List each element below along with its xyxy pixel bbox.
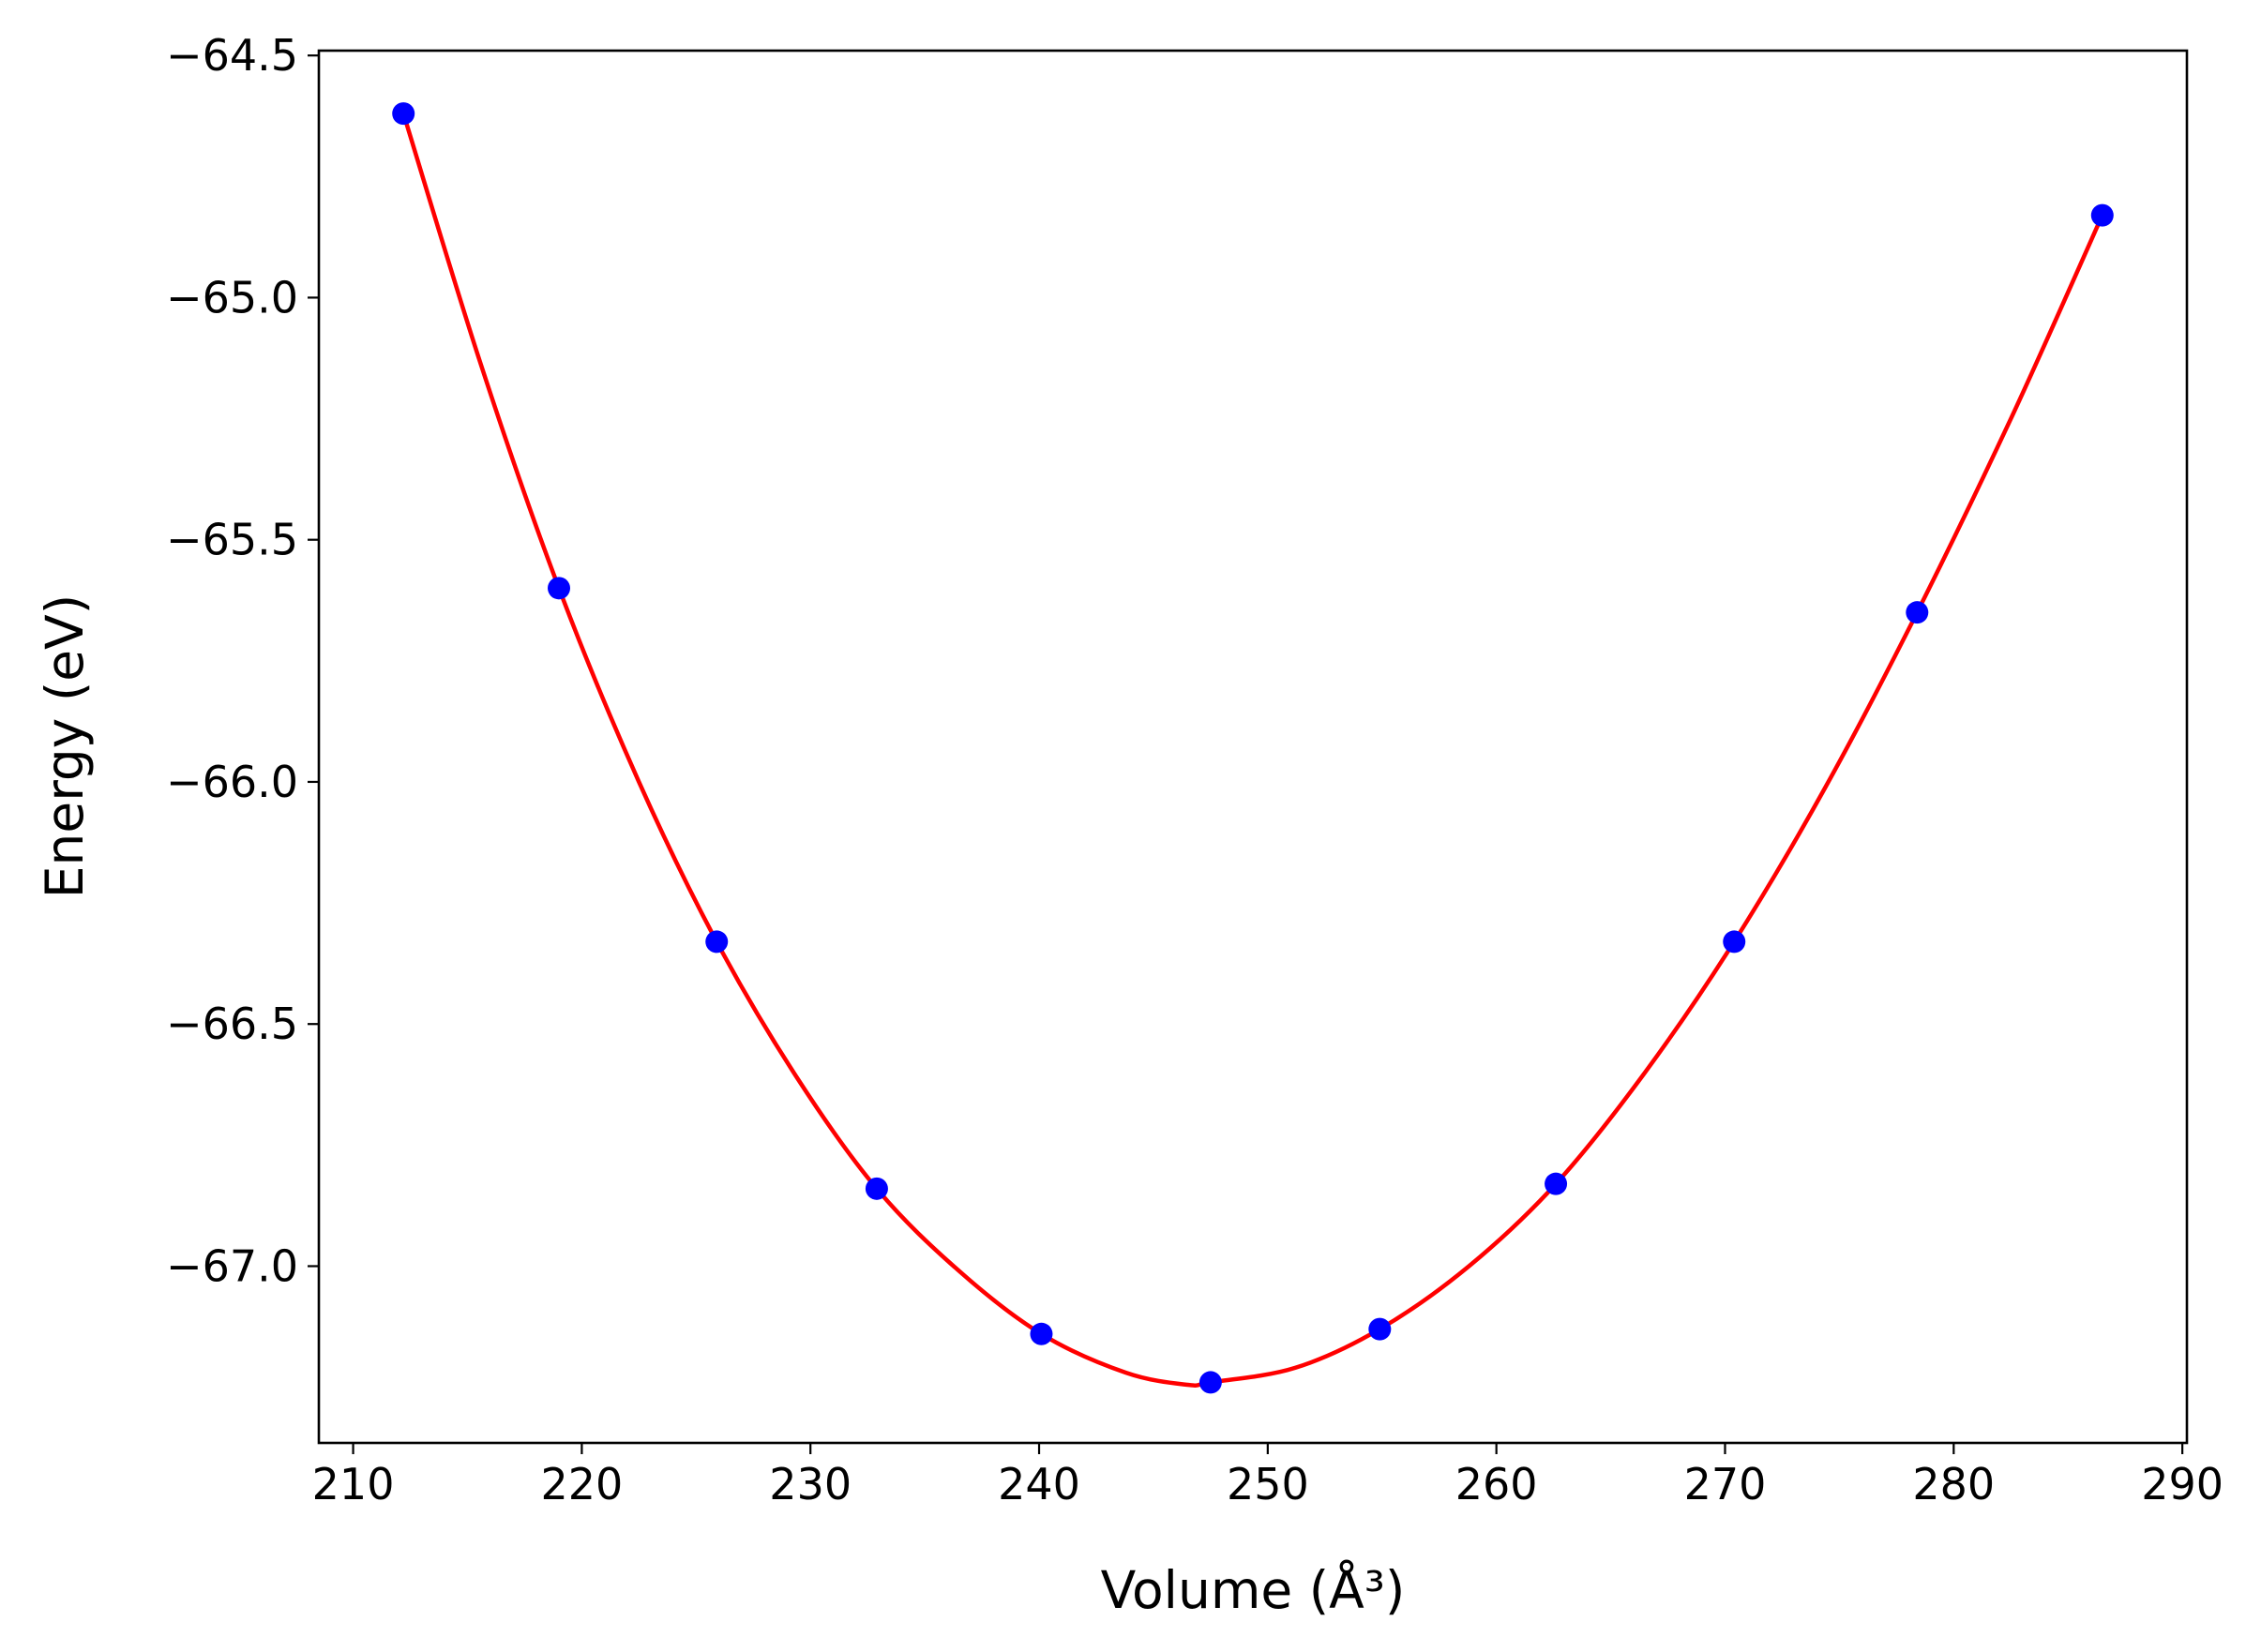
- x-tick-label: 220: [540, 1459, 623, 1509]
- y-axis-ticks: −64.5 −65.0 −65.5 −66.0 −66.5 −67.0: [166, 30, 319, 1291]
- data-point: [1545, 1172, 1568, 1195]
- y-tick-label: −66.5: [166, 999, 298, 1049]
- data-point: [1906, 601, 1929, 624]
- x-axis-ticks: 210 220 230 240 250 260 270 280 290: [312, 1443, 2223, 1509]
- y-tick-label: −64.5: [166, 30, 298, 81]
- data-point: [392, 102, 415, 126]
- data-point: [1198, 1371, 1222, 1394]
- y-axis-label: Energy (eV): [35, 594, 95, 898]
- x-tick-label: 270: [1684, 1459, 1767, 1509]
- x-tick-label: 230: [769, 1459, 852, 1509]
- plot-area-frame: [317, 49, 2189, 1445]
- y-tick-label: −65.5: [166, 515, 298, 565]
- data-point: [705, 930, 729, 954]
- data-point: [1723, 930, 1746, 954]
- fit-lines: [401, 113, 2104, 1388]
- data-point: [1030, 1322, 1053, 1345]
- x-tick-label: 260: [1455, 1459, 1538, 1509]
- x-tick-label: 290: [2141, 1459, 2223, 1509]
- data-points: [392, 102, 2114, 1394]
- x-axis-label: Volume (Å³): [1101, 1559, 1406, 1620]
- x-tick-label: 250: [1227, 1459, 1309, 1509]
- y-tick-label: −67.0: [166, 1240, 298, 1291]
- data-point: [1368, 1317, 1392, 1341]
- data-point: [548, 577, 571, 600]
- x-tick-label: 240: [998, 1459, 1080, 1509]
- x-tick-label: 280: [1912, 1459, 1995, 1509]
- fit-curve: [401, 113, 2104, 1388]
- data-point: [2090, 203, 2114, 227]
- data-point: [865, 1177, 888, 1200]
- x-tick-label: 210: [312, 1459, 395, 1509]
- y-tick-label: −66.0: [166, 757, 298, 807]
- y-tick-label: −65.0: [166, 272, 298, 323]
